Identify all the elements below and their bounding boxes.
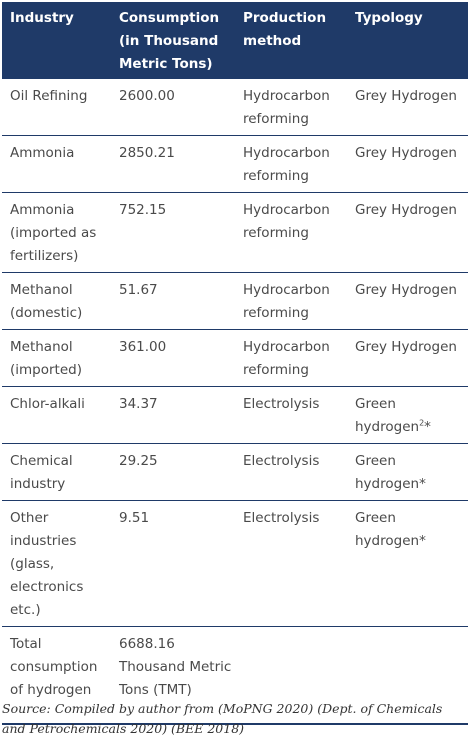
cell-typology: Green hydrogen*	[347, 501, 468, 627]
cell-consumption: 752.15	[111, 193, 235, 273]
cell-industry-text: Other industries (glass, electronics etc…	[10, 510, 83, 618]
cell-typology: Grey Hydrogen	[347, 330, 468, 387]
cell-industry: Chemical industry	[2, 444, 111, 501]
cell-industry: Methanol (imported)	[2, 330, 111, 387]
source-note: Source: Compiled by author from (MoPNG 2…	[2, 699, 468, 739]
cell-consumption-text: 29.25	[119, 453, 158, 469]
cell-consumption: 2850.21	[111, 136, 235, 193]
cell-production-method: Hydrocarbon reforming	[235, 79, 347, 136]
cell-typology: Grey Hydrogen	[347, 273, 468, 330]
cell-typology-text: Green hydrogen	[355, 453, 419, 492]
cell-production-method: Hydrocarbon reforming	[235, 136, 347, 193]
cell-production-method-text: Electrolysis	[243, 396, 319, 412]
cell-typology-text: Green hydrogen	[355, 510, 419, 549]
table-row: Ammonia (imported as fertilizers) 752.15 H…	[2, 193, 468, 273]
cell-typology-text: Grey Hydrogen	[355, 145, 457, 161]
cell-production-method: Electrolysis	[235, 387, 347, 444]
cell-industry: Ammonia	[2, 136, 111, 193]
cell-production-method-text: Hydrocarbon reforming	[243, 202, 330, 241]
table-row: Methanol (imported) 361.00 Hydrocarbon ref…	[2, 330, 468, 387]
hydrogen-consumption-table-container: Industry Consumption (in Thousand Metric…	[2, 2, 468, 725]
cell-industry-text: Ammonia	[10, 145, 74, 161]
cell-production-method: Hydrocarbon reforming	[235, 330, 347, 387]
cell-consumption-text: 361.00	[119, 339, 166, 355]
cell-production-method: Electrolysis	[235, 501, 347, 627]
cell-consumption: 2600.00	[111, 79, 235, 136]
table-row: Chemical industry 29.25 Electrolysis Green …	[2, 444, 468, 501]
cell-industry: Methanol (domestic)	[2, 273, 111, 330]
cell-production-method-text: Electrolysis	[243, 453, 319, 469]
cell-industry-text: Ammonia (imported as fertilizers)	[10, 202, 96, 264]
cell-consumption: 361.00	[111, 330, 235, 387]
header-typology: Typology	[347, 2, 468, 79]
cell-industry-text: Methanol (domestic)	[10, 282, 82, 321]
cell-industry-text: Methanol (imported)	[10, 339, 82, 378]
cell-industry: Oil Refining	[2, 79, 111, 136]
cell-industry-text: Total consumption of hydrogen	[10, 636, 97, 698]
cell-typology: Grey Hydrogen	[347, 136, 468, 193]
cell-typology-text: Green hydrogen	[355, 396, 419, 435]
cell-production-method-text: Hydrocarbon reforming	[243, 282, 330, 321]
header-production-method: Production method	[235, 2, 347, 79]
cell-industry: Chlor-alkali	[2, 387, 111, 444]
cell-consumption: 29.25	[111, 444, 235, 501]
cell-typology-text: Grey Hydrogen	[355, 282, 457, 298]
cell-consumption-text: 2600.00	[119, 88, 175, 104]
cell-consumption-text: 9.51	[119, 510, 149, 526]
cell-production-method-text: Hydrocarbon reforming	[243, 339, 330, 378]
cell-production-method-text: Electrolysis	[243, 510, 319, 526]
cell-production-method: Electrolysis	[235, 444, 347, 501]
cell-typology: Grey Hydrogen	[347, 193, 468, 273]
asterisk-marker: *	[419, 533, 426, 549]
cell-typology-text: Grey Hydrogen	[355, 339, 457, 355]
cell-industry: Ammonia (imported as fertilizers)	[2, 193, 111, 273]
cell-consumption-text: 34.37	[119, 396, 158, 412]
cell-typology: Green hydrogen*	[347, 444, 468, 501]
table-header-row: Industry Consumption (in Thousand Metric…	[2, 2, 468, 79]
cell-consumption: 34.37	[111, 387, 235, 444]
cell-consumption-text: 2850.21	[119, 145, 175, 161]
table-row: Other industries (glass, electronics etc…	[2, 501, 468, 627]
cell-typology: Grey Hydrogen	[347, 79, 468, 136]
table-header: Industry Consumption (in Thousand Metric…	[2, 2, 468, 79]
cell-typology-text: Grey Hydrogen	[355, 202, 457, 218]
asterisk-marker: *	[419, 476, 426, 492]
cell-consumption-text: 51.67	[119, 282, 158, 298]
cell-consumption: 51.67	[111, 273, 235, 330]
cell-production-method-text: Hydrocarbon reforming	[243, 145, 330, 184]
cell-typology: Green hydrogen2*	[347, 387, 468, 444]
table-row: Oil Refining 2600.00 Hydrocarbon reforming…	[2, 79, 468, 136]
table-body: Oil Refining 2600.00 Hydrocarbon reforming…	[2, 79, 468, 724]
cell-production-method-text: Hydrocarbon reforming	[243, 88, 330, 127]
table-row: Chlor-alkali 34.37 Electrolysis Green hydro…	[2, 387, 468, 444]
cell-industry-text: Chlor-alkali	[10, 396, 85, 412]
cell-typology-text: Grey Hydrogen	[355, 88, 457, 104]
cell-consumption-text: 752.15	[119, 202, 166, 218]
table-row: Methanol (domestic) 51.67 Hydrocarbon refo…	[2, 273, 468, 330]
cell-industry-text: Chemical industry	[10, 453, 73, 492]
cell-production-method: Hydrocarbon reforming	[235, 273, 347, 330]
cell-industry-text: Oil Refining	[10, 88, 87, 104]
hydrogen-consumption-table: Industry Consumption (in Thousand Metric…	[2, 2, 468, 725]
cell-production-method: Hydrocarbon reforming	[235, 193, 347, 273]
cell-consumption-text: 6688.16 Thousand Metric Tons (TMT)	[119, 636, 231, 698]
header-industry: Industry	[2, 2, 111, 79]
header-consumption: Consumption (in Thousand Metric Tons)	[111, 2, 235, 79]
cell-consumption: 9.51	[111, 501, 235, 627]
cell-industry: Other industries (glass, electronics etc…	[2, 501, 111, 627]
table-row: Ammonia 2850.21 Hydrocarbon reforming Grey …	[2, 136, 468, 193]
asterisk-marker: *	[424, 419, 431, 435]
